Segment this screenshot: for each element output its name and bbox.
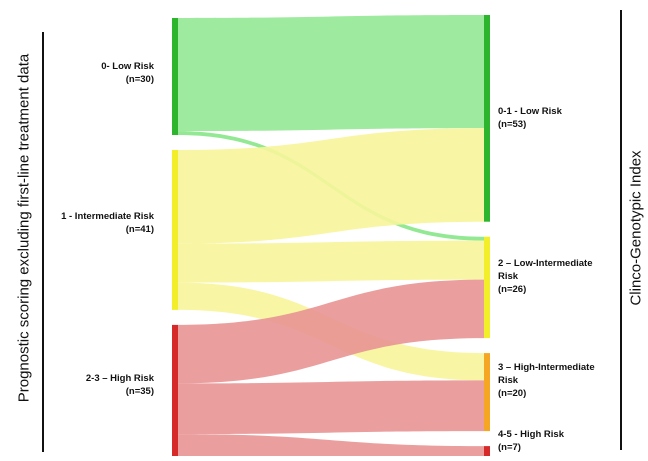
- right-label-high-intermediate-risk-name: 3 – High-Intermediate: [498, 362, 595, 373]
- right-label-high-risk-name: 4-5 - High Risk: [498, 429, 564, 440]
- right-label-low-intermediate-risk: 2 – Low-Intermediate Risk (n=26): [498, 257, 618, 296]
- right-label-low-intermediate-risk-count: (n=26): [498, 284, 527, 295]
- right-label-high-intermediate-risk: 3 – High-Intermediate Risk (n=20): [498, 361, 618, 400]
- right-node-bar-r3: [484, 353, 490, 432]
- right-label-low-intermediate-risk-name: 2 – Low-Intermediate: [498, 258, 593, 269]
- right-label-low-intermediate-risk-word: Risk: [498, 271, 519, 282]
- right-label-high-intermediate-risk-count: (n=20): [498, 388, 527, 399]
- left-node-bar-int: [172, 150, 178, 310]
- right-axis-line: [620, 10, 622, 450]
- flow-high-to-r2: [178, 279, 484, 384]
- left-node-bar-low: [172, 18, 178, 135]
- right-label-high-risk: 4-5 - High Risk (n=7): [498, 428, 618, 454]
- left-label-high-risk-count: (n=35): [125, 386, 154, 397]
- right-label-high-risk-count: (n=7): [498, 442, 521, 453]
- flow-int-to-r2: [178, 240, 484, 283]
- flow-low-to-r01: [178, 15, 484, 132]
- left-label-high-risk: 2-3 – High Risk (n=35): [4, 372, 154, 398]
- right-node-bar-r2: [484, 236, 490, 339]
- left-label-intermediate-risk-name: 1 - Intermediate Risk: [61, 211, 154, 222]
- flow-high-to-r45: [178, 434, 484, 461]
- flow-links: [178, 15, 484, 461]
- left-label-low-risk-name: 0- Low Risk: [101, 61, 154, 72]
- left-node-bar-high: [172, 324, 178, 461]
- right-label-low-risk: 0-1 - Low Risk (n=53): [498, 105, 618, 131]
- flow-high-to-r3: [178, 380, 484, 435]
- left-axis-line: [42, 32, 44, 452]
- left-label-intermediate-risk-count: (n=41): [125, 224, 154, 235]
- left-label-high-risk-name: 2-3 – High Risk: [85, 373, 154, 384]
- right-label-high-intermediate-risk-word: Risk: [498, 375, 519, 386]
- flow-int-to-r01: [178, 128, 484, 244]
- left-label-intermediate-risk: 1 - Intermediate Risk (n=41): [4, 210, 154, 236]
- right-node-bar-r45: [484, 446, 490, 461]
- right-label-low-risk-name: 0-1 - Low Risk: [498, 106, 562, 117]
- right-axis-title: Clinco-Genotypic Index: [627, 150, 645, 306]
- right-node-bar-r01: [484, 15, 490, 222]
- left-label-low-risk: 0- Low Risk (n=30): [4, 60, 154, 86]
- right-label-low-risk-count: (n=53): [498, 119, 527, 130]
- left-label-low-risk-count: (n=30): [125, 74, 154, 85]
